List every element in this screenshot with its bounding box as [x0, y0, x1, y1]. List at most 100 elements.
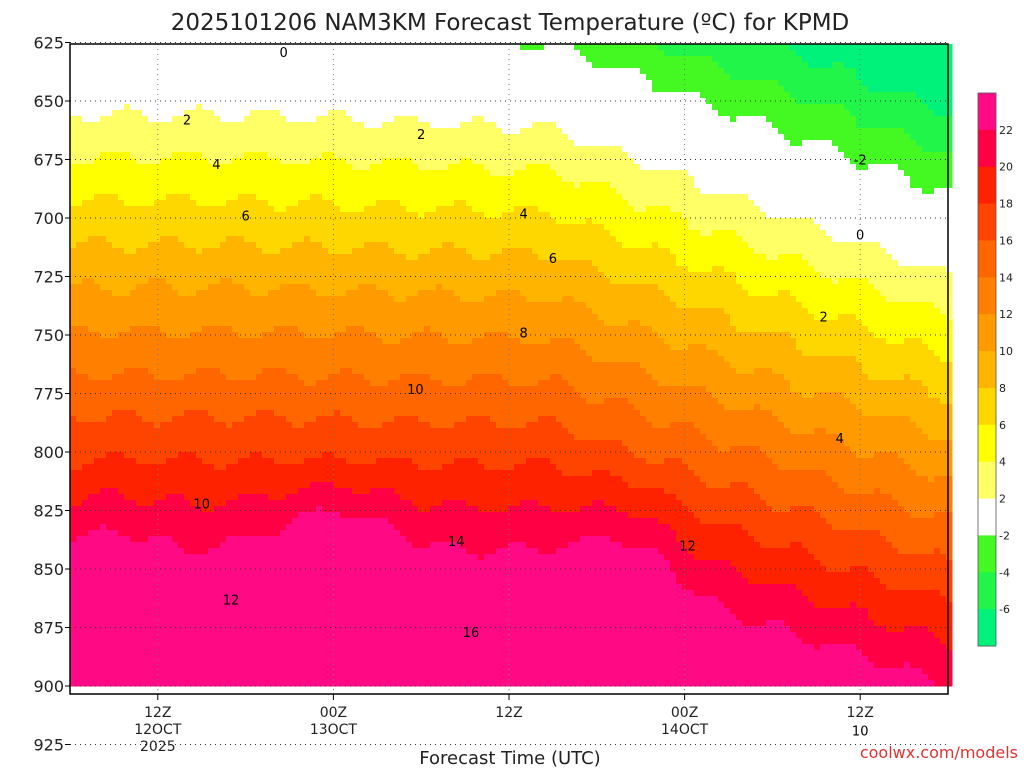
temperature-cell [226, 296, 233, 303]
temperature-cell [262, 374, 269, 381]
temperature-cell [208, 200, 215, 207]
temperature-cell [274, 110, 281, 117]
temperature-cell [292, 158, 299, 165]
temperature-cell [154, 572, 161, 579]
temperature-cell [166, 290, 173, 297]
temperature-cell [196, 464, 203, 471]
temperature-cell [94, 398, 101, 405]
temperature-cell [154, 542, 161, 549]
temperature-cell [184, 164, 191, 171]
temperature-cell [202, 188, 209, 195]
temperature-cell [346, 344, 353, 351]
temperature-cell [346, 350, 353, 357]
temperature-cell [322, 146, 329, 153]
temperature-cell [316, 242, 323, 249]
temperature-cell [142, 326, 149, 333]
temperature-cell [76, 506, 83, 513]
temperature-cell [340, 440, 347, 447]
temperature-cell [334, 410, 341, 417]
temperature-cell [226, 632, 233, 639]
temperature-cell [280, 230, 287, 237]
temperature-cell [190, 518, 197, 525]
temperature-cell [184, 236, 191, 243]
temperature-cell [310, 80, 317, 87]
temperature-cell [160, 356, 167, 363]
temperature-cell [208, 92, 215, 99]
temperature-cell [202, 152, 209, 159]
temperature-cell [88, 266, 95, 273]
temperature-cell [208, 128, 215, 135]
temperature-cell [220, 134, 227, 141]
temperature-cell [202, 530, 209, 537]
temperature-cell [214, 680, 221, 687]
temperature-cell [88, 140, 95, 147]
temperature-cell [238, 656, 245, 663]
temperature-cell [346, 470, 353, 477]
temperature-cell [160, 86, 167, 93]
temperature-cell [106, 476, 113, 483]
temperature-cell [328, 290, 335, 297]
temperature-cell [274, 200, 281, 207]
temperature-cell [172, 134, 179, 141]
temperature-cell [220, 608, 227, 615]
temperature-cell [196, 494, 203, 501]
temperature-cell [268, 644, 275, 651]
temperature-cell [76, 182, 83, 189]
temperature-cell [346, 86, 353, 93]
temperature-cell [340, 584, 347, 591]
temperature-cell [280, 224, 287, 231]
temperature-cell [238, 608, 245, 615]
temperature-cell [166, 86, 173, 93]
temperature-cell [148, 662, 155, 669]
temperature-cell [328, 506, 335, 513]
temperature-cell [286, 680, 293, 687]
temperature-cell [322, 488, 329, 495]
temperature-cell [112, 200, 119, 207]
temperature-cell [298, 98, 305, 105]
temperature-cell [232, 278, 239, 285]
temperature-cell [202, 170, 209, 177]
temperature-cell [70, 272, 77, 279]
temperature-cell [214, 536, 221, 543]
temperature-cell [130, 248, 137, 255]
temperature-cell [202, 584, 209, 591]
temperature-cell [160, 464, 167, 471]
temperature-cell [268, 566, 275, 573]
temperature-cell [292, 278, 299, 285]
temperature-cell [280, 104, 287, 111]
temperature-cell [76, 662, 83, 669]
temperature-cell [196, 158, 203, 165]
temperature-cell [202, 512, 209, 519]
temperature-cell [340, 542, 347, 549]
temperature-cell [340, 68, 347, 75]
temperature-cell [178, 74, 185, 81]
temperature-cell [286, 284, 293, 291]
temperature-cell [166, 524, 173, 531]
temperature-cell [118, 140, 125, 147]
temperature-cell [340, 674, 347, 681]
temperature-cell [214, 326, 221, 333]
temperature-cell [118, 182, 125, 189]
temperature-cell [142, 236, 149, 243]
temperature-cell [154, 476, 161, 483]
temperature-cell [334, 452, 341, 459]
temperature-cell [238, 326, 245, 333]
temperature-cell [280, 116, 287, 123]
temperature-cell [106, 488, 113, 495]
temperature-cell [220, 434, 227, 441]
temperature-cell [268, 512, 275, 519]
temperature-cell [250, 464, 257, 471]
temperature-cell [196, 446, 203, 453]
temperature-cell [328, 158, 335, 165]
temperature-cell [238, 260, 245, 267]
temperature-cell [202, 86, 209, 93]
temperature-cell [112, 506, 119, 513]
temperature-cell [232, 578, 239, 585]
temperature-cell [112, 662, 119, 669]
temperature-cell [184, 290, 191, 297]
temperature-cell [106, 320, 113, 327]
temperature-cell [82, 206, 89, 213]
temperature-cell [262, 356, 269, 363]
temperature-cell [184, 416, 191, 423]
temperature-cell [280, 122, 287, 129]
